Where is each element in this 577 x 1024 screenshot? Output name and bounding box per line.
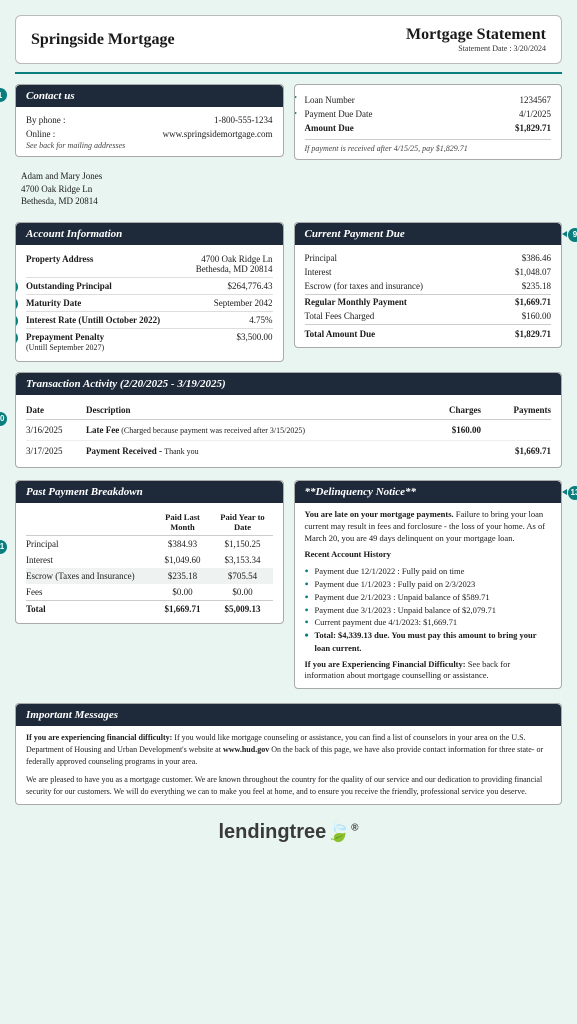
customer-street: 4700 Oak Ridge Ln bbox=[21, 183, 562, 196]
badge-10: 10 bbox=[0, 412, 7, 426]
cp-regular-label: Regular Monthly Payment bbox=[305, 297, 407, 307]
phone-label: By phone : bbox=[26, 115, 66, 125]
bh-ytd: Paid Year to Date bbox=[213, 512, 273, 532]
summary-panel: 2 Loan Number1234567 3 Payment Due Date4… bbox=[294, 84, 563, 160]
badge-5: 5 bbox=[15, 280, 18, 294]
history-item: Current payment due 4/1/2023: $1,669.71 bbox=[305, 616, 552, 629]
arrow-icon bbox=[562, 489, 567, 495]
rate-value: 4.75% bbox=[249, 315, 272, 325]
activity-row: 3/16/2025Late Fee (Charged because payme… bbox=[26, 420, 551, 441]
cp-total: $1,829.71 bbox=[515, 329, 551, 339]
header-box: Springside Mortgage Mortgage Statement S… bbox=[15, 15, 562, 64]
penalty-value: $3,500.00 bbox=[237, 332, 273, 352]
late-note: If payment is received after 4/15/25, pa… bbox=[305, 144, 552, 153]
customer-cityzip: Bethesda, MD 20814 bbox=[21, 195, 562, 208]
breakdown-panel: Past Payment Breakdown Paid Last MonthPa… bbox=[15, 480, 284, 624]
history-item: Payment due 12/1/2022 : Fully paid on ti… bbox=[305, 565, 552, 578]
online-value: www.springsidemortgage.com bbox=[163, 129, 273, 139]
activity-heading: Transaction Activity (2/20/2025 - 3/19/2… bbox=[16, 373, 561, 395]
history-item: Payment due 3/1/2023 : Unpaid balance of… bbox=[305, 604, 552, 617]
contact-heading: Contact us bbox=[16, 85, 283, 107]
bh-last: Paid Last Month bbox=[153, 512, 213, 532]
cp-principal: $386.46 bbox=[522, 253, 551, 263]
phone-value: 1-800-555-1234 bbox=[214, 115, 273, 125]
due-date: 4/1/2025 bbox=[519, 109, 551, 119]
property-label: Property Address bbox=[26, 254, 93, 274]
messages-panel: Important Messages If you are experienci… bbox=[15, 703, 562, 805]
badge-11: 11 bbox=[0, 540, 7, 554]
breakdown-row: Fees$0.00$0.00 bbox=[26, 584, 273, 600]
cp-escrow-label: Escrow (for taxes and insurance) bbox=[305, 281, 423, 291]
divider bbox=[15, 72, 562, 74]
outstanding-value: $264,776.43 bbox=[228, 281, 273, 291]
online-label: Online : bbox=[26, 129, 55, 139]
breakdown-row: Interest$1,049.60$3,153.34 bbox=[26, 552, 273, 568]
messages-p1: If you are experiencing financial diffic… bbox=[26, 732, 551, 768]
cp-fees: $160.00 bbox=[522, 311, 551, 321]
breakdown-row: Escrow (Taxes and Insurance)$235.18$705.… bbox=[26, 568, 273, 584]
th-date: Date bbox=[26, 405, 86, 415]
badge-7: 7 bbox=[15, 314, 18, 328]
history-item: Payment due 1/1/2023 : Fully paid on 2/3… bbox=[305, 578, 552, 591]
cp-regular: $1,669.71 bbox=[515, 297, 551, 307]
amount-due: $1,829.71 bbox=[515, 123, 551, 133]
cp-total-label: Total Amount Due bbox=[305, 329, 376, 339]
statement-date: Statement Date : 3/20/2024 bbox=[406, 44, 546, 53]
company-name: Springside Mortgage bbox=[31, 31, 175, 49]
leaf-icon: 🍃 bbox=[326, 821, 351, 843]
current-heading: Current Payment Due bbox=[295, 223, 562, 245]
penalty-label: Prepayment Penalty(Untill September 2027… bbox=[26, 332, 104, 352]
badge-8: 8 bbox=[15, 331, 18, 345]
badge-13: 13 bbox=[568, 486, 577, 500]
customer-name: Adam and Mary Jones bbox=[21, 170, 562, 183]
badge-9: 9 bbox=[568, 228, 577, 242]
cp-escrow: $235.18 bbox=[522, 281, 551, 291]
account-heading: Account Information bbox=[16, 223, 283, 245]
cp-interest-label: Interest bbox=[305, 267, 332, 277]
outstanding-label: Outstanding Principal bbox=[26, 281, 112, 291]
messages-heading: Important Messages bbox=[16, 704, 561, 726]
arrow-icon bbox=[562, 231, 567, 237]
th-desc: Description bbox=[86, 405, 411, 415]
delinq-p1: You are late on your mortgage payments. … bbox=[305, 509, 552, 545]
bt-total-last: $1,669.71 bbox=[153, 604, 213, 614]
bt-total-ytd: $5,009.13 bbox=[213, 604, 273, 614]
cp-fees-label: Total Fees Charged bbox=[305, 311, 375, 321]
activity-row: 3/17/2025Payment Received - Thank you$1,… bbox=[26, 441, 551, 461]
current-panel: Current Payment Due Principal $386.46 Int… bbox=[294, 222, 563, 348]
breakdown-heading: Past Payment Breakdown bbox=[16, 481, 283, 503]
delinq-recent: Recent Account History bbox=[305, 549, 552, 561]
cp-interest: $1,048.07 bbox=[515, 267, 551, 277]
footer-logo: lendingtree🍃® bbox=[15, 819, 562, 844]
property-address: 4700 Oak Ridge LnBethesda, MD 20814 bbox=[196, 254, 273, 274]
th-payments: Payments bbox=[481, 405, 551, 415]
delinq-p2: If you are Experiencing Financial Diffic… bbox=[305, 659, 552, 683]
activity-panel: Transaction Activity (2/20/2025 - 3/19/2… bbox=[15, 372, 562, 468]
bt-total-label: Total bbox=[26, 604, 153, 614]
amount-due-label: Amount Due bbox=[305, 123, 354, 133]
contact-panel: Contact us By phone : 1-800-555-1234 Onli… bbox=[15, 84, 284, 157]
delinquency-panel: **Delinquency Notice** You are late on y… bbox=[294, 480, 563, 690]
account-panel: Account Information Property Address 470… bbox=[15, 222, 284, 362]
history-item: Payment due 2/1/2023 : Unpaid balance of… bbox=[305, 591, 552, 604]
delinquency-heading: **Delinquency Notice** bbox=[295, 481, 562, 503]
loan-number-label: Loan Number bbox=[305, 95, 355, 105]
statement-title: Mortgage Statement bbox=[406, 26, 546, 44]
customer-address: Adam and Mary Jones 4700 Oak Ridge Ln Be… bbox=[21, 170, 562, 208]
history-total: Total: $4,339.13 due. You must pay this … bbox=[305, 629, 552, 655]
cp-principal-label: Principal bbox=[305, 253, 338, 263]
messages-p2: We are pleased to have you as a mortgage… bbox=[26, 774, 551, 798]
rate-label: Interest Rate (Untill October 2022) bbox=[26, 315, 160, 325]
arrow-icon bbox=[294, 110, 297, 116]
badge-6: 6 bbox=[15, 297, 18, 311]
arrow-icon bbox=[294, 94, 297, 100]
loan-number: 1234567 bbox=[520, 95, 552, 105]
contact-note: See back for mailing addresses bbox=[26, 141, 273, 150]
th-charges: Charges bbox=[411, 405, 481, 415]
badge-1: 1 bbox=[0, 88, 7, 102]
breakdown-row: Principal$384.93$1,150.25 bbox=[26, 536, 273, 552]
maturity-label: Maturity Date bbox=[26, 298, 81, 308]
due-date-label: Payment Due Date bbox=[305, 109, 373, 119]
maturity-value: September 2042 bbox=[214, 298, 273, 308]
